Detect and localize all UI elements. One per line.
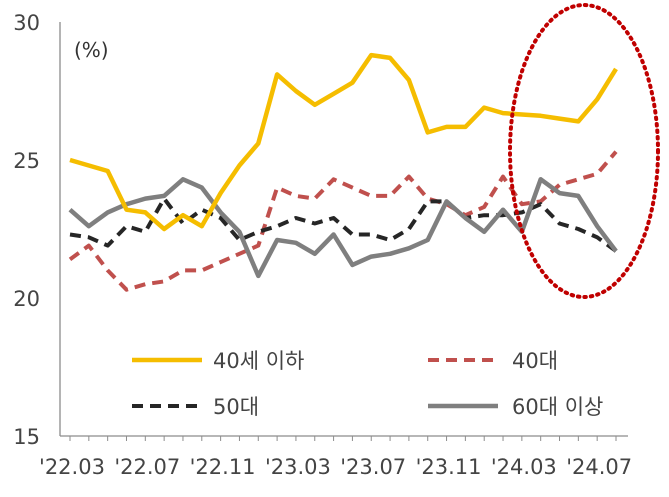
x-tick-label: '23.07 [340,455,406,479]
x-tick-labels: '22.03 '22.07 '22.11 '23.03 '23.07 '23.11 '24.… [39,455,632,479]
x-tick-label: '24.07 [566,455,632,479]
y-tick-label: 30 [13,11,40,35]
x-tick-label: '24.03 [491,455,557,479]
y-unit-label: (%) [74,38,109,62]
legend-label-1: 40세 이하 [213,349,304,373]
legend-label-4: 60대 이상 [512,395,603,419]
legend: 40세 이하 40대 50대 60대 이상 [132,349,603,419]
y-tick-label: 25 [13,149,40,173]
series-line-4 [68,177,618,279]
x-tick-label: '22.03 [39,455,105,479]
chart-axes [59,22,628,441]
legend-label-2: 40대 [512,349,558,373]
y-tick-label: 15 [13,425,40,449]
x-tick-label: '23.03 [265,455,331,479]
series-line-2 [68,150,618,292]
x-tick-label: '22.11 [190,455,256,479]
x-tick-label: '23.11 [416,455,482,479]
y-tick-label: 20 [13,287,40,311]
y-tick-labels: 15 20 25 30 [13,11,40,449]
highlight-ellipse [508,3,660,299]
series-line-1 [69,52,618,232]
series-lines [68,52,618,292]
legend-label-3: 50대 [213,395,259,419]
series-line-3 [69,196,618,253]
x-tick-label: '22.07 [114,455,180,479]
